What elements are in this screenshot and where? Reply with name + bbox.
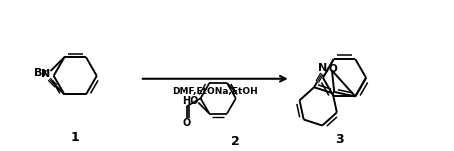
Text: HO: HO [182,96,199,106]
Text: 1: 1 [71,131,79,144]
Text: 3: 3 [336,133,344,146]
Text: DMF,EtONa,EtOH: DMF,EtONa,EtOH [173,87,258,96]
Text: O: O [329,64,337,74]
Text: O: O [183,118,191,128]
Text: 2: 2 [232,135,240,148]
Text: N: N [318,63,328,73]
Text: N: N [41,69,50,79]
Text: Br: Br [34,68,48,78]
